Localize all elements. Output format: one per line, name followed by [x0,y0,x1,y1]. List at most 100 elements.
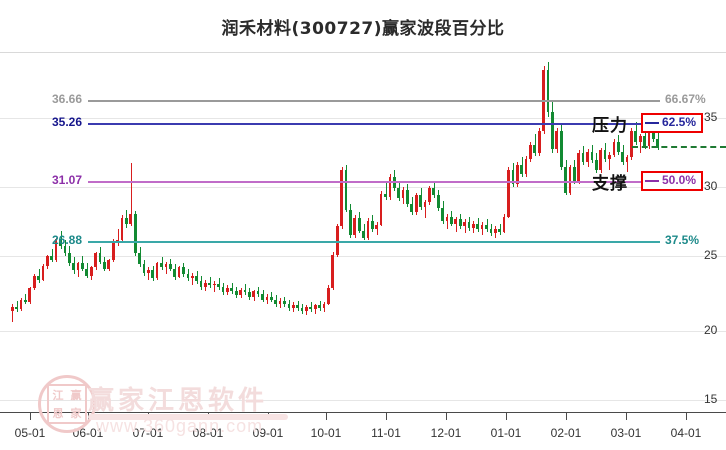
candle-body [322,303,326,308]
candle-body [375,224,379,230]
watermark-brand: 赢家江恩软件 [88,386,269,416]
watermark-bar [88,414,288,420]
candle-body [59,239,62,247]
candle-body [261,293,264,300]
price-label-26.88: 26.88 [51,233,82,247]
candle-body [28,288,32,303]
candlestick-series [0,52,726,412]
candle-body [15,306,18,310]
seal-char-0: 江 [52,390,64,402]
candle-body [234,291,238,296]
price-label-36.66: 36.66 [51,92,82,106]
annotation-value-resistance: 62.5% [662,115,697,129]
candle-body [564,167,567,193]
annotation-box-support[interactable] [641,171,703,191]
candle-body [63,246,67,254]
candle-body [146,269,150,273]
candle-body [129,213,133,224]
gridline-0 [0,118,726,119]
gridline-3 [0,331,726,332]
candle-body [168,264,172,269]
candle-wick [118,229,119,247]
candle-body [283,300,286,304]
price-label-35.26: 35.26 [51,115,82,129]
candle-body [643,136,646,147]
candle-body [621,151,625,162]
candle-body [432,188,436,196]
candle-body [480,224,484,230]
candle-body [98,253,102,262]
candle-body [32,275,36,289]
candle-body [638,136,642,142]
candle-body [397,188,401,199]
candle-wick [386,181,387,200]
candle-wick [131,163,132,227]
candle-body [81,262,84,269]
y-tick-35: 35 [704,110,718,124]
x-tick-mark-04-01 [686,413,687,420]
candle-body [300,307,304,311]
candle-body [362,230,365,238]
candle-body [485,224,488,230]
candle-body [138,253,141,265]
x-tick-03-01: 03-01 [610,426,642,440]
y-tick-15: 15 [704,392,718,406]
line-current [632,146,726,148]
candle-wick [465,219,466,234]
candle-body [379,194,383,225]
x-tick-mark-10-01 [326,413,327,420]
candle-body [125,217,128,224]
x-tick-05-01: 05-01 [14,426,46,440]
candle-body [72,262,76,270]
candle-body [76,262,80,270]
page-title: 润禾材料(300727)赢家波段百分比 [221,19,505,39]
x-axis-line [0,412,726,413]
candle-body [344,170,348,210]
candle-body [243,289,247,293]
candle-body [476,223,480,230]
candle-body [581,153,585,162]
candle-body [599,150,603,171]
candle-body [450,216,453,224]
x-tick-mark-02-01 [566,413,567,420]
candle-body [454,219,458,224]
candle-body [656,139,660,148]
annotation-box-resistance[interactable] [641,113,703,133]
candle-body [335,226,339,255]
candle-body [217,284,220,287]
seal-char-1: 赢 [70,390,82,402]
candle-body [85,268,89,276]
x-tick-01-01: 01-01 [490,426,522,440]
candle-body [256,291,260,294]
plot-top-border [0,52,726,53]
candle-body [331,254,335,289]
candle-body [278,300,282,304]
candle-body [19,299,23,310]
candle-body [160,262,163,268]
watermark-url: www.360gann.com [96,416,264,436]
candle-wick [425,199,426,218]
candle-body [296,305,300,308]
x-tick-mark-12-01 [446,413,447,420]
candle-body [226,288,229,293]
candle-body [410,203,414,213]
y-tick-25: 25 [704,248,718,262]
x-tick-mark-01-01 [506,413,507,420]
candle-body [445,216,449,221]
candle-body [199,281,203,287]
candle-body [463,222,466,227]
annotation-label-support: 支撑 [592,174,628,194]
candle-body [630,130,633,158]
candle-wick [12,303,13,322]
candle-body [511,170,515,185]
candle-body [559,130,563,168]
candle-body [190,275,194,279]
candle-body [502,216,506,232]
line-5000 [88,181,660,183]
candle-body [515,164,519,185]
x-tick-mark-03-01 [626,413,627,420]
candle-body [353,217,357,235]
candle-body [520,164,523,175]
candle-body [652,127,655,140]
candle-body [647,127,651,147]
